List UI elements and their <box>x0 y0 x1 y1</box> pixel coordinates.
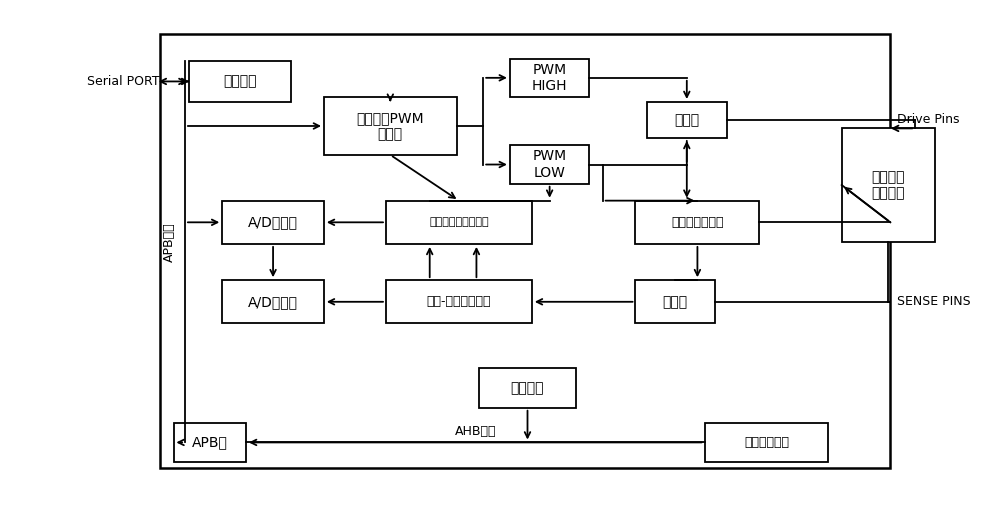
Text: 控制逻辑模块: 控制逻辑模块 <box>744 436 789 449</box>
Text: 参考电平发生器: 参考电平发生器 <box>671 216 724 229</box>
Text: 差分电容
传感单元: 差分电容 传感单元 <box>871 170 905 200</box>
Text: 串行接口: 串行接口 <box>224 75 257 88</box>
Bar <box>510 59 589 97</box>
Bar <box>222 201 324 244</box>
Text: 存储模块: 存储模块 <box>511 381 544 395</box>
Text: 多路器: 多路器 <box>674 113 699 127</box>
Text: 电容-电压转换电路: 电容-电压转换电路 <box>427 295 491 308</box>
Text: 相位同步PWM
发生器: 相位同步PWM 发生器 <box>357 111 424 141</box>
Text: APB总线: APB总线 <box>163 222 176 262</box>
Bar <box>842 128 935 242</box>
Bar <box>635 201 759 244</box>
Text: A/D转换器: A/D转换器 <box>248 295 298 309</box>
Text: APB桥: APB桥 <box>192 436 228 449</box>
Text: Drive Pins: Drive Pins <box>897 114 959 126</box>
Text: PWM
LOW: PWM LOW <box>533 150 567 179</box>
Bar <box>386 201 532 244</box>
Bar <box>635 280 715 323</box>
Text: 多路器: 多路器 <box>663 295 688 309</box>
Text: Serial PORT: Serial PORT <box>87 75 159 88</box>
Bar <box>647 102 727 138</box>
Bar <box>174 423 246 462</box>
Bar <box>189 61 291 102</box>
Bar <box>324 97 457 155</box>
Text: 锁相同步采样保持器: 锁相同步采样保持器 <box>429 218 489 227</box>
Bar <box>160 34 890 468</box>
Bar <box>479 368 576 408</box>
Text: A/D控制器: A/D控制器 <box>248 215 298 229</box>
Text: SENSE PINS: SENSE PINS <box>897 295 970 308</box>
Text: AHB总线: AHB总线 <box>455 425 496 439</box>
Bar <box>704 423 828 462</box>
Text: PWM
HIGH: PWM HIGH <box>532 63 567 93</box>
Bar <box>386 280 532 323</box>
Bar <box>222 280 324 323</box>
Bar <box>510 146 589 184</box>
